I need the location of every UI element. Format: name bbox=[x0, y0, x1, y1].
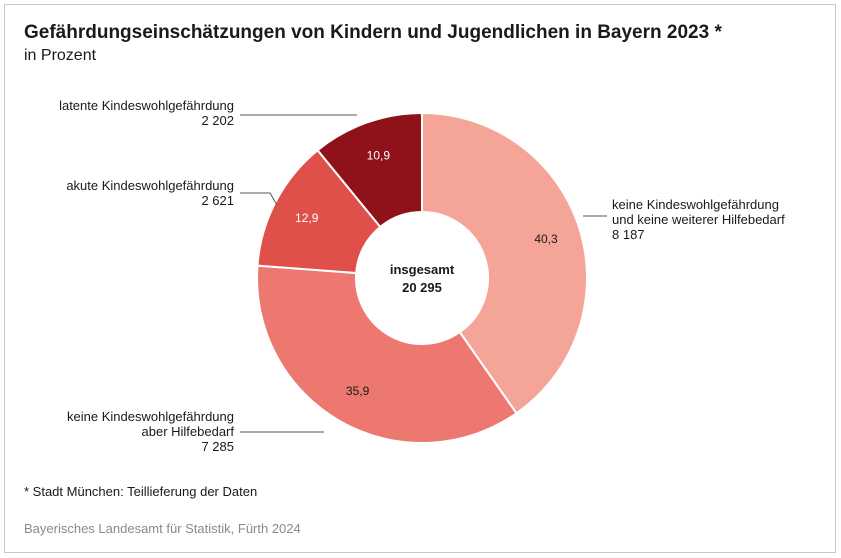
footnote: * Stadt München: Teillieferung der Daten bbox=[24, 484, 258, 499]
center-label: insgesamt bbox=[390, 262, 455, 277]
slice-category-label: akute Kindeswohlgefährdung 2 621 bbox=[66, 178, 234, 208]
leader-line bbox=[240, 192, 278, 206]
donut-slice-3 bbox=[256, 148, 382, 275]
slice-category-label: keine Kindeswohlgefährdung aber Hilfebeda… bbox=[67, 409, 234, 454]
donut-slice-1 bbox=[421, 111, 588, 415]
slice-percent-label: 10,9 bbox=[367, 149, 391, 163]
slice-category-label: keine Kindeswohlgefährdung und keine weit… bbox=[612, 197, 785, 242]
slice-percent-label: 35,9 bbox=[346, 384, 370, 398]
slice-percent-label: 40,3 bbox=[534, 232, 558, 246]
donut-slice-2 bbox=[256, 264, 518, 444]
chart-title: Gefährdungseinschätzungen von Kindern un… bbox=[24, 22, 722, 43]
chart-subtitle: in Prozent bbox=[24, 47, 97, 64]
slice-percent-label: 12,9 bbox=[295, 211, 319, 225]
slice-category-label: latente Kindeswohlgefährdung 2 202 bbox=[59, 98, 234, 128]
chart-frame bbox=[4, 4, 836, 553]
donut-slice-4 bbox=[316, 111, 423, 229]
source-note: Bayerisches Landesamt für Statistik, Für… bbox=[24, 521, 301, 536]
center-total: 20 295 bbox=[402, 280, 442, 295]
